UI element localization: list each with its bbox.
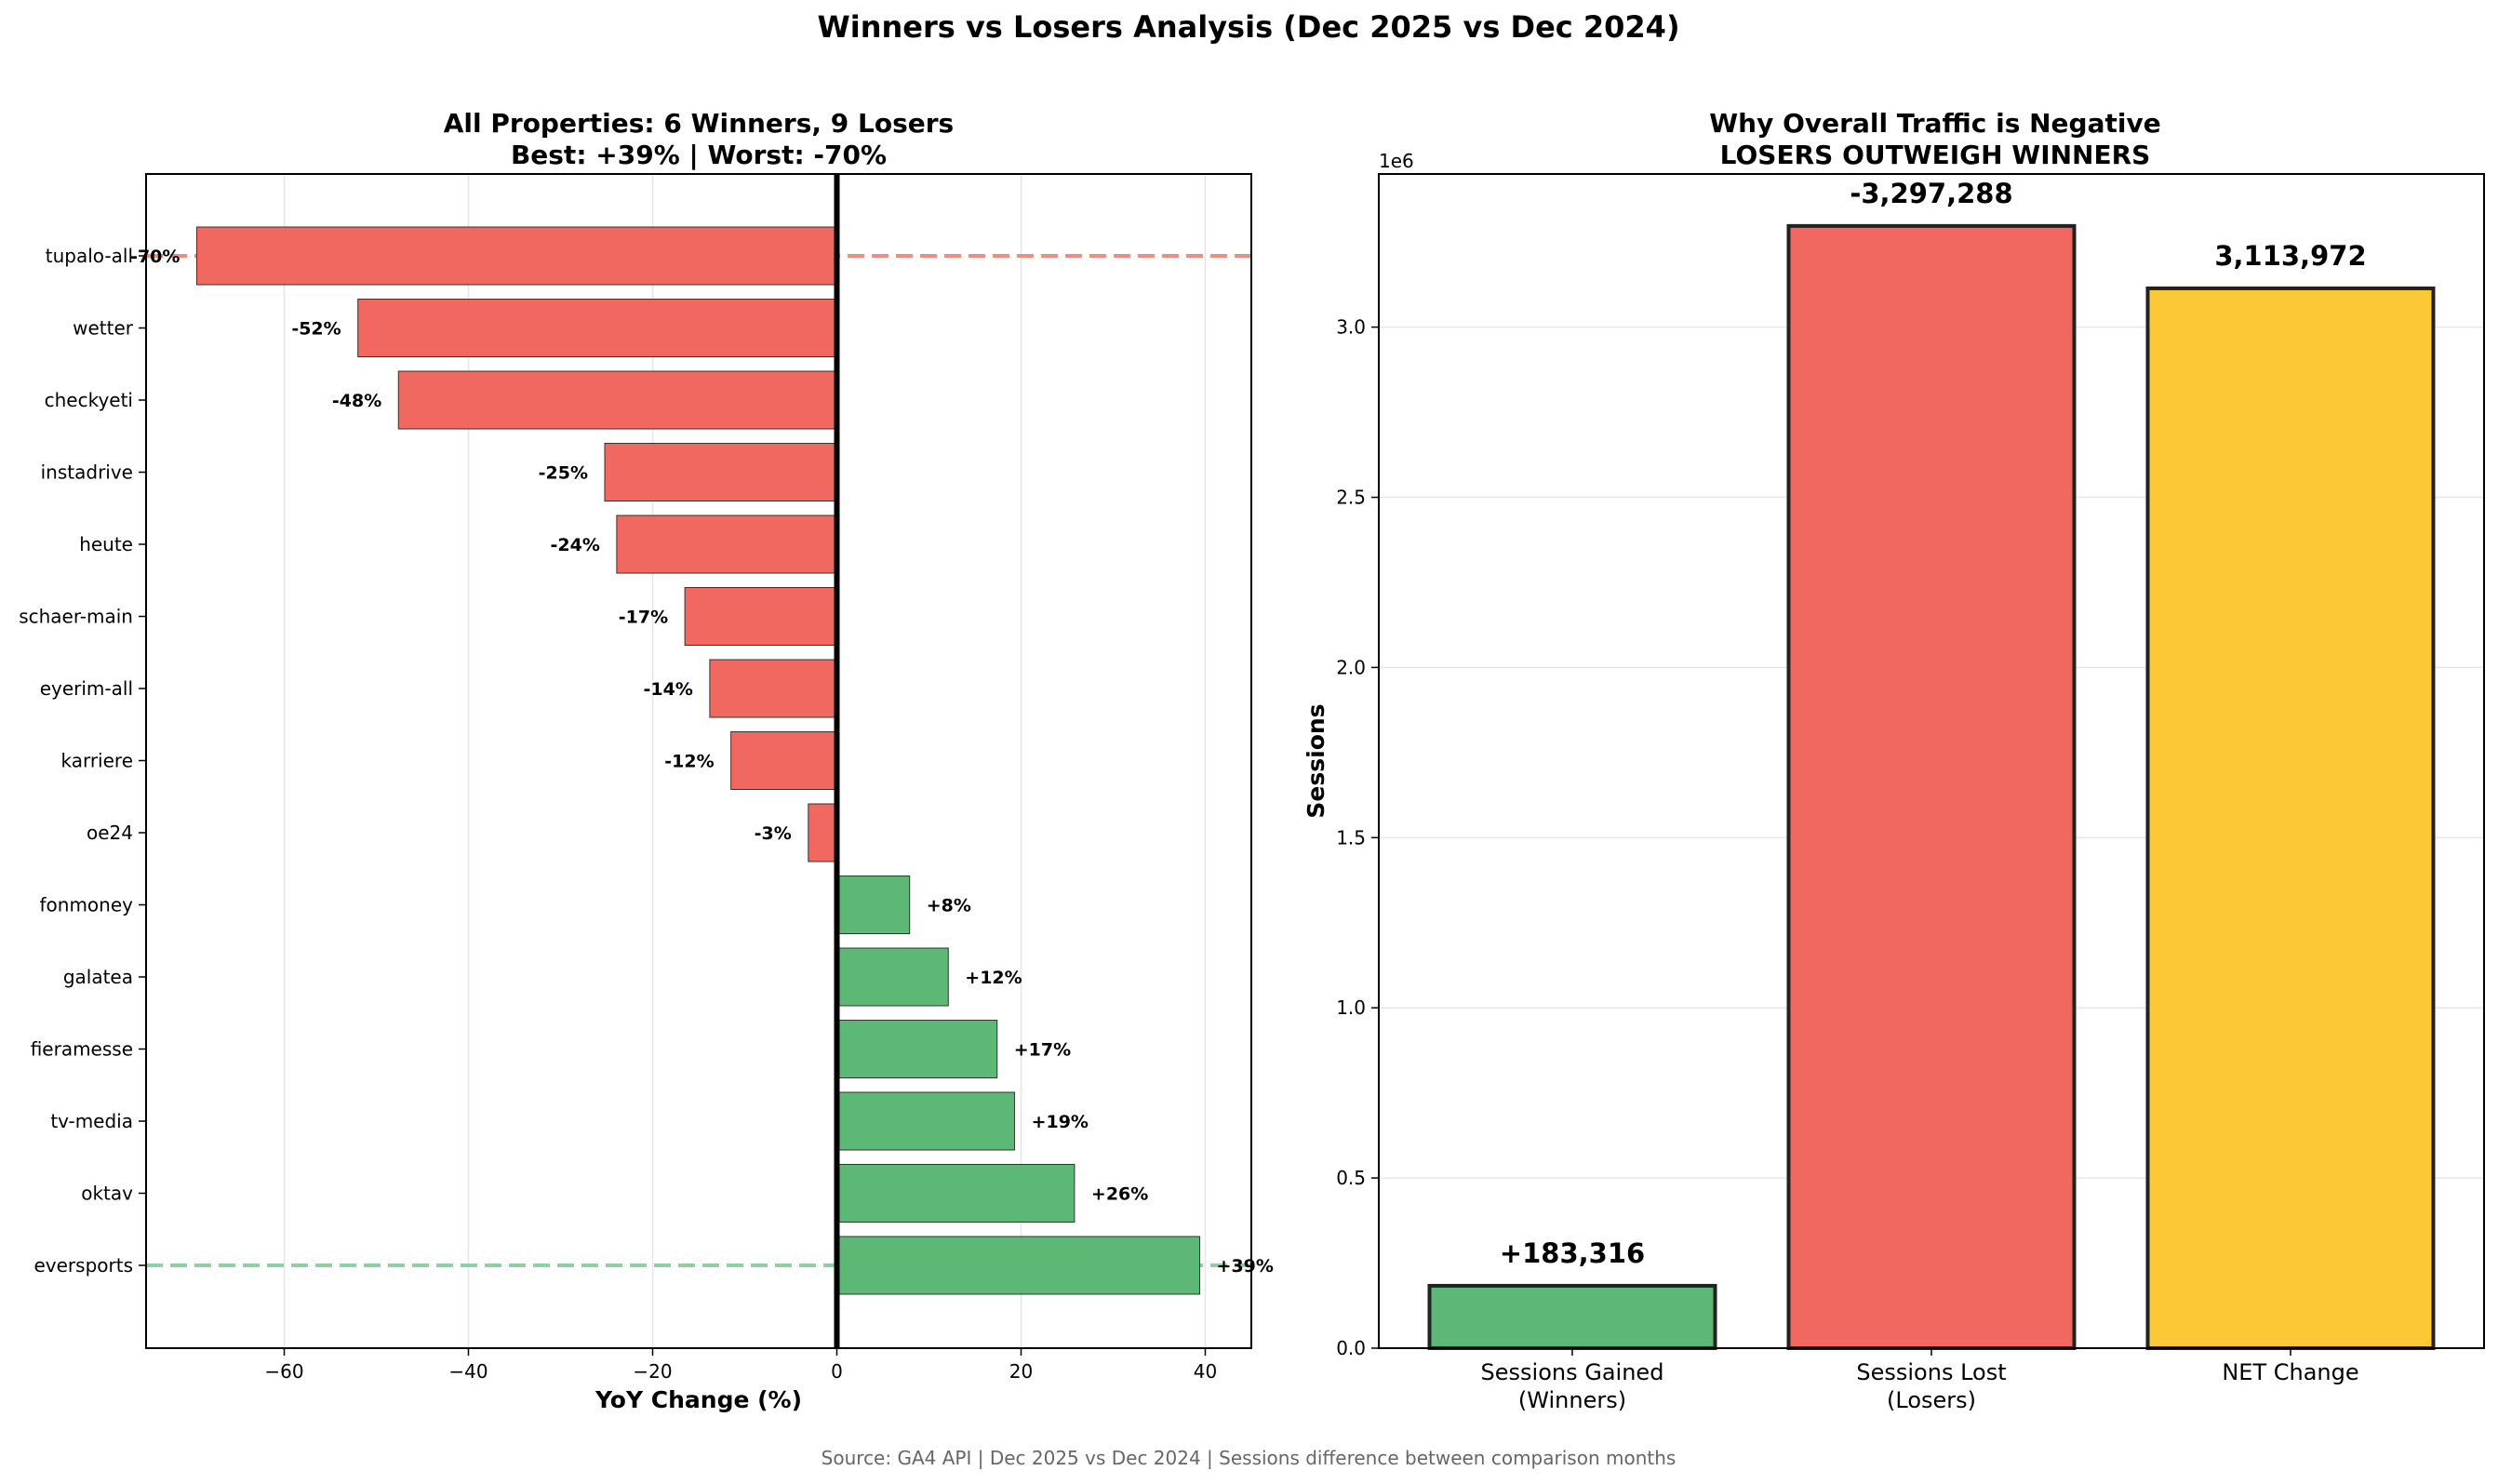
x-tick-label: 0 (831, 1360, 843, 1383)
bar-value-label: +17% (1014, 1040, 1071, 1061)
bar-checkyeti (397, 370, 837, 430)
bar-value-label: -3% (755, 823, 792, 844)
left-chart: All Properties: 6 Winners, 9 Losers Best… (19, 108, 1274, 1413)
category-label: eyerim-all (40, 677, 133, 700)
y-tick-label: 2.5 (1336, 487, 1366, 509)
right-bar-labels: +183,316 -3,297,288 3,113,972 (1500, 178, 2367, 1269)
right-chart: Why Overall Traffic is Negative LOSERS O… (1302, 108, 2485, 1413)
right-scale-label: 1e6 (1379, 150, 1414, 172)
bar-value-label: +8% (927, 896, 971, 916)
x-tick-label: 40 (1194, 1360, 1217, 1383)
category-label: oe24 (87, 822, 133, 844)
y-tick-label: 0.0 (1336, 1337, 1366, 1359)
x-tick-label: −40 (448, 1360, 488, 1383)
category-label: instadrive (41, 461, 133, 484)
left-chart-subtitle: Best: +39% | Worst: -70% (511, 140, 887, 170)
y-tick-label: 0.5 (1336, 1167, 1366, 1189)
bar-galatea (836, 947, 949, 1007)
category-label: wetter (73, 317, 134, 340)
right-y-axis-label: Sessions (1302, 703, 1329, 818)
bar-oktav (836, 1164, 1075, 1223)
category-label: Sessions Gained (1481, 1359, 1664, 1385)
left-chart-title: All Properties: 6 Winners, 9 Losers (444, 108, 954, 139)
right-x-ticks: Sessions Gained(Winners) Sessions Lost(Lo… (1481, 1348, 2359, 1413)
bar-eversports (836, 1236, 1201, 1295)
right-bars (1427, 223, 2436, 1351)
source-note: Source: GA4 API | Dec 2025 vs Dec 2024 |… (822, 1447, 1676, 1469)
bar-tupalo-all (195, 226, 837, 286)
bar-value-label: -3,297,288 (1850, 178, 2012, 209)
category-label: oktav (81, 1183, 133, 1205)
left-y-ticks: tupalo-all wetter checkyeti instadrive heute… (19, 245, 146, 1277)
y-tick-label: 3.0 (1336, 316, 1366, 339)
bar-heute (616, 515, 838, 574)
y-tick-label: 1.5 (1336, 826, 1366, 849)
bar-value-label: -24% (551, 535, 600, 555)
y-tick-label: 2.0 (1336, 656, 1366, 678)
bar-sessions-gained (1427, 1283, 1717, 1350)
bar-wetter (357, 299, 837, 357)
category-label: karriere (60, 750, 133, 772)
category-label-line2: (Losers) (1887, 1387, 1976, 1413)
left-bars (195, 226, 1201, 1295)
right-chart-subtitle: LOSERS OUTWEIGH WINNERS (1720, 140, 2151, 170)
bar-value-label: -25% (539, 463, 588, 484)
category-label: tupalo-all (46, 245, 133, 267)
bar-value-label: +19% (1032, 1112, 1089, 1132)
bar-net-change (2145, 286, 2436, 1350)
category-label: fonmoney (40, 894, 134, 916)
left-x-ticks: −60 −40 −20 0 20 40 (264, 1348, 1217, 1383)
category-label: schaer-main (19, 606, 133, 628)
bar-value-label: -52% (291, 319, 341, 340)
bar-sessions-lost (1786, 223, 2077, 1351)
bar-value-label: -14% (644, 679, 693, 700)
bar-instadrive (604, 443, 838, 501)
bar-tv-media (836, 1091, 1016, 1151)
bar-value-label: +26% (1091, 1184, 1148, 1205)
bar-value-label: -12% (664, 752, 714, 772)
bar-value-label: +39% (1217, 1256, 1274, 1277)
bar-oe24 (808, 803, 837, 862)
x-tick-label: −20 (633, 1360, 672, 1383)
category-label: tv-media (50, 1110, 133, 1132)
category-label: Sessions Lost (1856, 1359, 2006, 1385)
category-label: checkyeti (45, 389, 133, 411)
y-tick-label: 1.0 (1336, 996, 1366, 1019)
left-bar-labels: -70% -52% -48% -25% -24% -17% -14% -12% -3% +8% +1… (130, 247, 1274, 1277)
x-tick-label: 20 (1009, 1360, 1033, 1383)
bar-value-label: -70% (130, 247, 180, 267)
category-label: galatea (63, 966, 133, 988)
bar-karriere (730, 731, 838, 790)
bar-fieramesse (836, 1020, 998, 1078)
category-label: eversports (33, 1254, 133, 1277)
figure-title: Winners vs Losers Analysis (Dec 2025 vs … (817, 9, 1679, 45)
x-tick-label: −60 (264, 1360, 303, 1383)
category-label: heute (79, 533, 133, 555)
bar-value-label: +183,316 (1500, 1237, 1645, 1269)
category-label: fieramesse (31, 1038, 133, 1061)
bar-value-label: -48% (332, 391, 381, 411)
bar-value-label: +12% (965, 968, 1022, 988)
bar-value-label: -17% (619, 608, 668, 628)
left-x-axis-label: YoY Change (%) (594, 1386, 802, 1413)
bar-fonmoney (836, 876, 911, 934)
category-label: NET Change (2222, 1359, 2358, 1385)
right-y-ticks: 0.0 0.5 1.0 1.5 2.0 2.5 3.0 (1336, 316, 1379, 1359)
category-label-line2: (Winners) (1518, 1387, 1626, 1413)
bar-value-label: 3,113,972 (2214, 240, 2366, 272)
right-chart-title: Why Overall Traffic is Negative (1709, 108, 2160, 139)
bar-schaer-main (684, 587, 838, 646)
bar-eyerim-all (709, 659, 837, 718)
